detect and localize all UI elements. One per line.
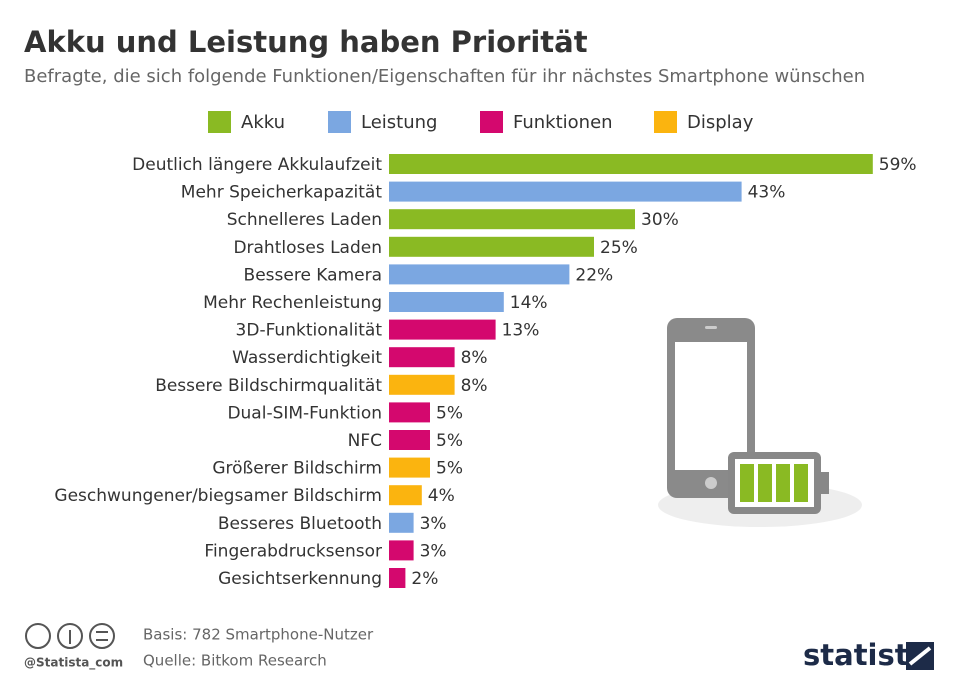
legend-swatch: [480, 111, 503, 133]
legend-label: Akku: [241, 112, 285, 133]
bar: [389, 512, 414, 533]
category-label: Dual-SIM-Funktion: [227, 403, 382, 423]
bar: [389, 292, 504, 312]
bar: [389, 319, 496, 340]
nd-icon: [89, 623, 115, 649]
phone-illustration: [658, 318, 862, 527]
value-label: 25%: [600, 238, 638, 258]
handle: @Statista_com: [24, 656, 123, 671]
value-label: 3%: [420, 541, 447, 561]
phone-screen: [675, 342, 747, 470]
value-label: 43%: [748, 183, 786, 203]
bar: [389, 485, 422, 506]
value-label: 13%: [502, 321, 540, 341]
bar: [389, 154, 873, 174]
by-icon: [57, 623, 83, 649]
brand-icon-mark: [908, 646, 932, 666]
category-label: Deutlich längere Akkulaufzeit: [132, 155, 382, 175]
battery-cell: [740, 464, 754, 502]
category-label: 3D-Funktionalität: [236, 321, 383, 341]
value-label: 5%: [436, 403, 463, 423]
bar: [389, 264, 570, 285]
bar: [389, 430, 430, 450]
category-label: Geschwungener/biegsamer Bildschirm: [54, 486, 382, 506]
source: Quelle: Bitkom Research: [143, 652, 327, 670]
bar: [389, 236, 594, 257]
category-label: Wasserdichtigkeit: [232, 348, 382, 368]
legend-label: Funktionen: [513, 112, 613, 133]
category-label: Fingerabdrucksensor: [204, 541, 382, 561]
battery-tip: [821, 472, 829, 494]
legend-swatch: [654, 111, 677, 133]
battery-cell: [776, 464, 790, 502]
value-label: 22%: [575, 265, 613, 285]
value-label: 30%: [641, 210, 679, 230]
battery-cell: [758, 464, 772, 502]
bar: [389, 374, 455, 395]
category-label: Bessere Bildschirmqualität: [155, 376, 382, 396]
legend-label: Display: [687, 112, 754, 133]
value-label: 5%: [436, 431, 463, 451]
chart-subtitle: Befragte, die sich folgende Funktionen/E…: [24, 66, 865, 87]
bar: [389, 181, 742, 202]
phone-button: [705, 477, 717, 489]
category-label: Schnelleres Laden: [227, 210, 382, 230]
category-label: NFC: [348, 431, 382, 451]
cc-icon: [25, 623, 51, 649]
value-label: 14%: [510, 293, 548, 313]
chart-title: Akku und Leistung haben Priorität: [24, 25, 588, 59]
bar: [389, 457, 430, 478]
legend-label: Leistung: [361, 112, 437, 133]
cc-icons: [25, 623, 115, 649]
category-label: Mehr Speicherkapazität: [181, 183, 383, 203]
bar: [389, 209, 635, 230]
category-label: Besseres Bluetooth: [218, 514, 382, 534]
battery-cell: [794, 464, 808, 502]
phone-speaker: [705, 326, 717, 329]
legend-swatch: [328, 111, 351, 133]
category-label: Drahtloses Laden: [233, 238, 382, 258]
value-label: 5%: [436, 459, 463, 479]
bar: [389, 540, 414, 561]
value-label: 8%: [461, 348, 488, 368]
value-label: 2%: [411, 569, 438, 589]
bar: [389, 347, 455, 368]
category-label: Größerer Bildschirm: [212, 459, 382, 479]
category-label: Mehr Rechenleistung: [203, 293, 382, 313]
value-label: 3%: [420, 514, 447, 534]
bar: [389, 402, 430, 423]
bar: [389, 568, 406, 588]
basis: Basis: 782 Smartphone-Nutzer: [143, 626, 374, 644]
category-label: Gesichtserkennung: [218, 569, 382, 589]
value-label: 4%: [428, 486, 455, 506]
legend-swatch: [208, 111, 231, 133]
value-label: 59%: [879, 155, 917, 175]
category-label: Bessere Kamera: [244, 265, 382, 285]
value-label: 8%: [461, 376, 488, 396]
